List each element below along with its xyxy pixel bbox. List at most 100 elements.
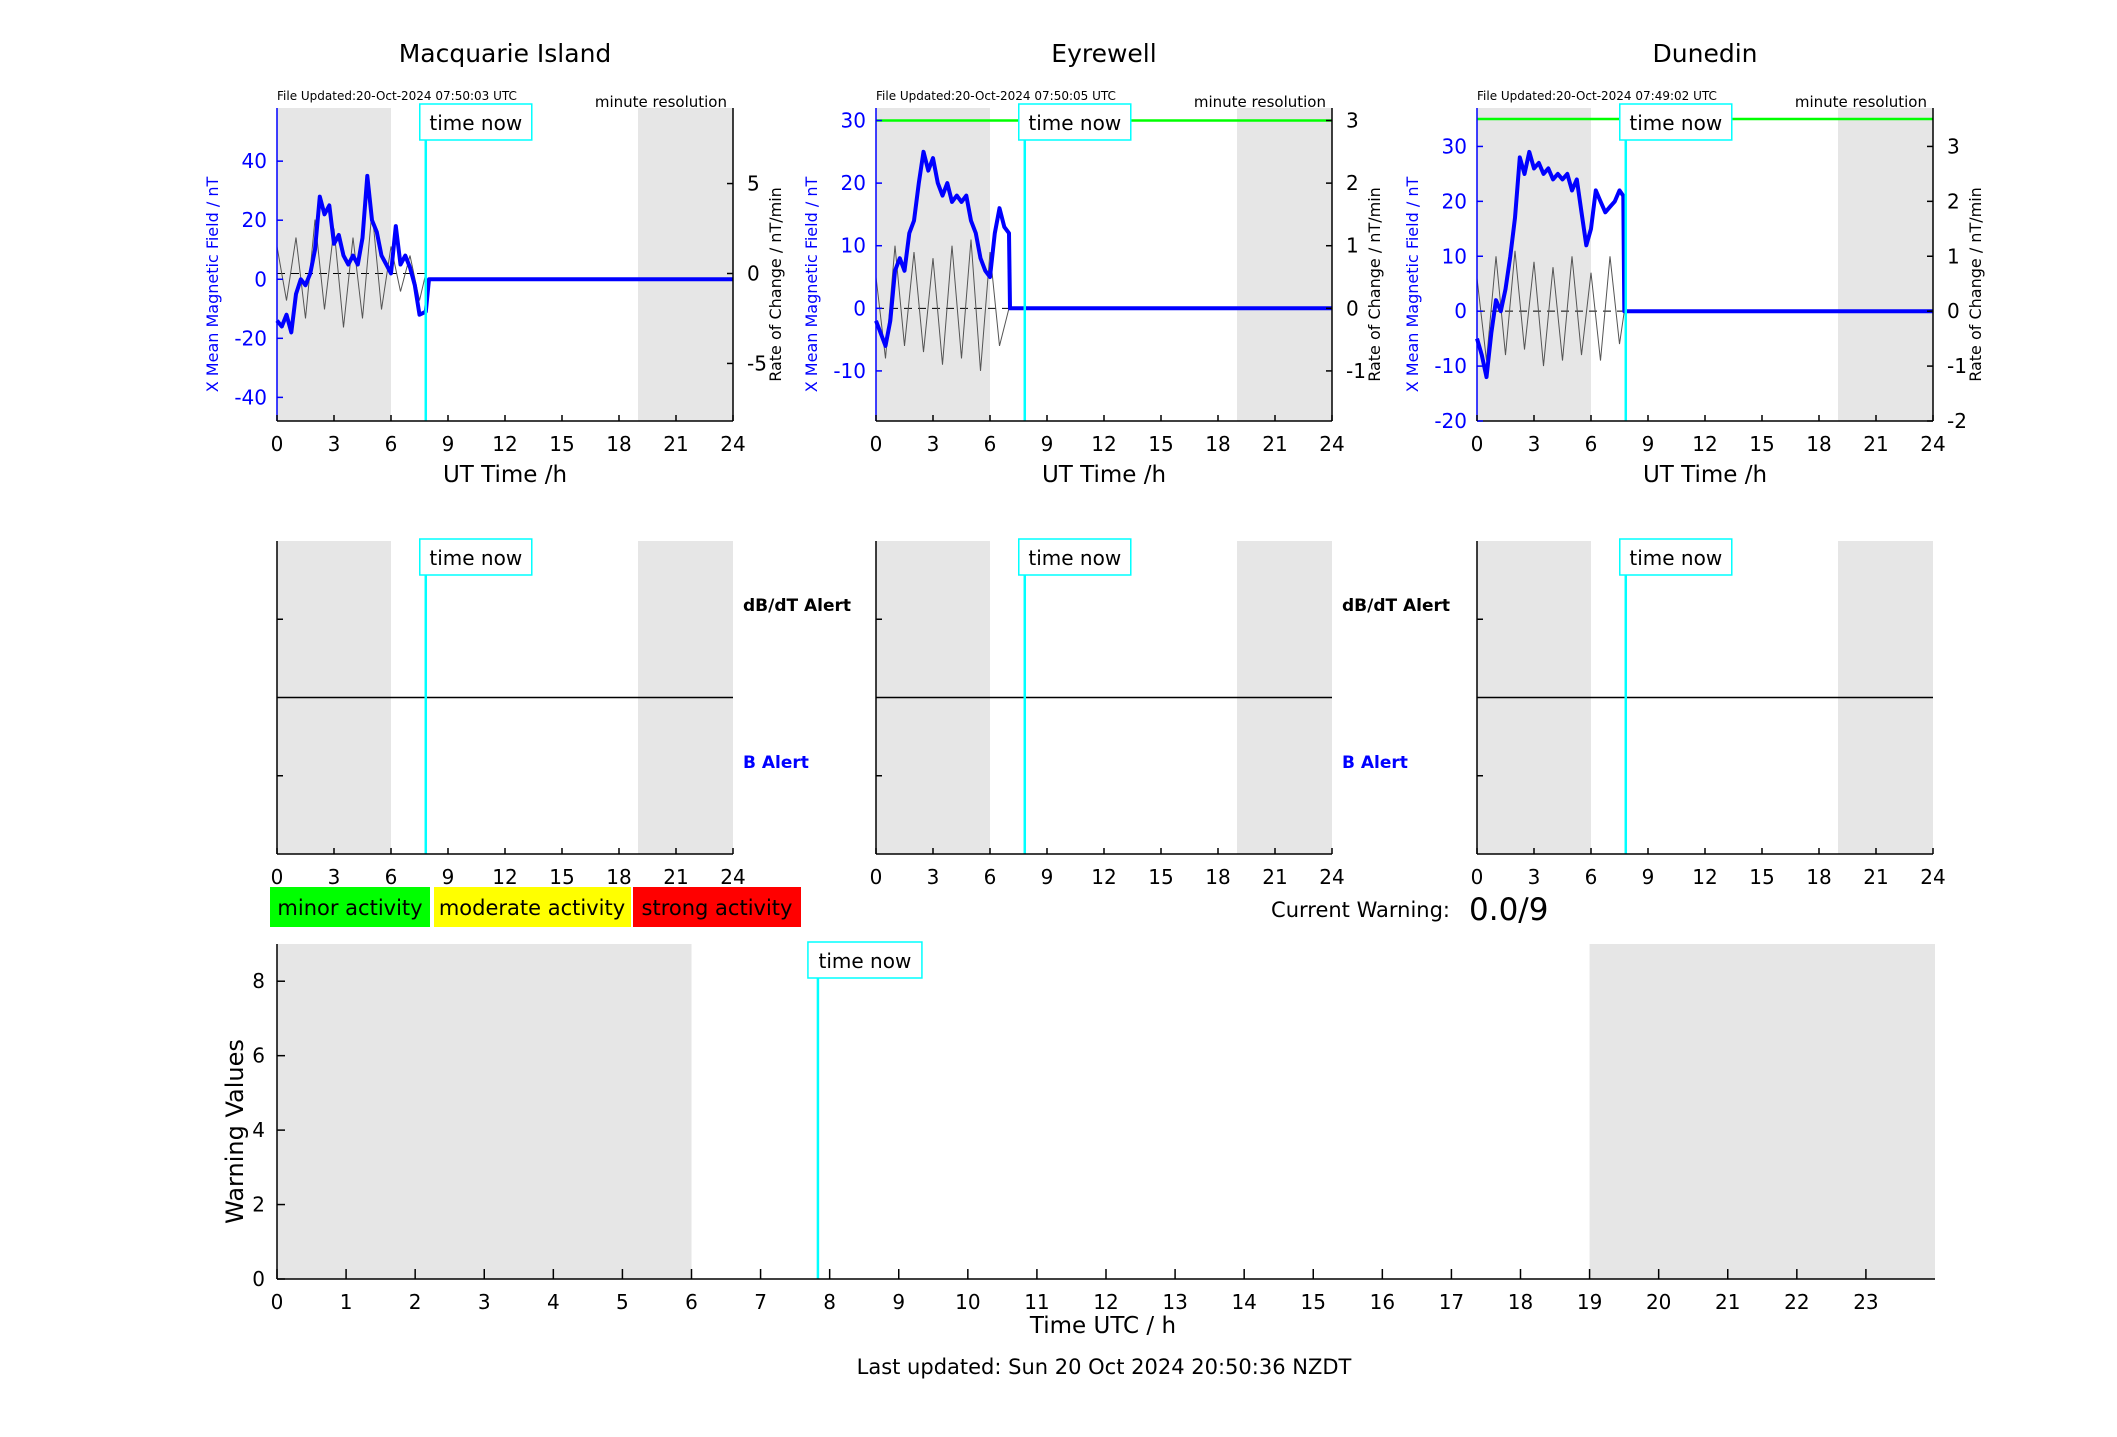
x-tick-label: 0 xyxy=(870,432,883,456)
warning-y-tick-label: 2 xyxy=(252,1193,265,1217)
x-tick-label: 15 xyxy=(549,432,574,456)
x-tick-label: 21 xyxy=(1262,432,1287,456)
x-tick-label: 12 xyxy=(492,432,517,456)
y-tick-label-left: 20 xyxy=(242,208,267,232)
y-tick-label-right: -2 xyxy=(1947,409,1967,433)
legend-minor-swatch xyxy=(270,887,430,927)
warning-x-tick-label: 9 xyxy=(892,1290,905,1314)
night-shade xyxy=(638,108,733,421)
y-tick-label-right: 1 xyxy=(1947,244,1960,268)
alert-time-now-label: time now xyxy=(1629,546,1722,570)
alert-time-now-box xyxy=(1018,538,1132,576)
x-axis-label: UT Time /h xyxy=(1042,462,1166,488)
x-tick-label: 21 xyxy=(663,432,688,456)
legend-strong-swatch xyxy=(633,887,801,927)
warning-x-tick-label: 5 xyxy=(616,1290,629,1314)
warning-x-tick-label: 23 xyxy=(1853,1290,1878,1314)
x-axis-label: UT Time /h xyxy=(1643,462,1767,488)
alert-x-tick-label: 24 xyxy=(720,865,745,889)
alert-x-tick-label: 15 xyxy=(1749,865,1774,889)
x-tick-label: 15 xyxy=(1148,432,1173,456)
warning-time-now-label: time now xyxy=(819,949,912,973)
file-updated-text: File Updated:20-Oct-2024 07:49:02 UTC xyxy=(1477,89,1717,103)
alert-x-tick-label: 0 xyxy=(870,865,883,889)
warning-y-tick-label: 4 xyxy=(252,1118,265,1142)
y-axis-label-right: Rate of Change / nT/min xyxy=(1966,187,1985,382)
warning-y-axis-label: Warning Values xyxy=(221,1039,249,1224)
alert-x-tick-label: 18 xyxy=(606,865,631,889)
resolution-text: minute resolution xyxy=(595,93,727,111)
x-tick-label: 9 xyxy=(442,432,455,456)
y-axis-label-right: Rate of Change / nT/min xyxy=(766,187,785,382)
alert-x-tick-label: 3 xyxy=(927,865,940,889)
y-tick-label-right: 0 xyxy=(1947,299,1960,323)
x-tick-label: 6 xyxy=(1585,432,1598,456)
y-tick-label-right: 2 xyxy=(1346,171,1359,195)
warning-x-tick-label: 16 xyxy=(1370,1290,1395,1314)
rate-of-change-line xyxy=(875,239,1010,371)
warning-x-tick-label: 0 xyxy=(271,1290,284,1314)
x-tick-label: 9 xyxy=(1642,432,1655,456)
warning-x-tick-label: 1 xyxy=(340,1290,353,1314)
y-axis-label-left: X Mean Magnetic Field / nT xyxy=(802,177,821,393)
y-tick-label-right: 3 xyxy=(1346,109,1359,133)
station-panel-2: Eyrewell File Updated:20-Oct-2024 07:50:0… xyxy=(802,39,1450,889)
magnetic-field-line xyxy=(874,149,1332,348)
alert-x-tick-label: 15 xyxy=(1148,865,1173,889)
warning-x-tick-label: 17 xyxy=(1439,1290,1464,1314)
y-tick-label-left: 30 xyxy=(841,109,866,133)
dbdt-alert-label: dB/dT Alert xyxy=(743,596,851,616)
warning-x-tick-label: 22 xyxy=(1784,1290,1809,1314)
warning-x-tick-label: 7 xyxy=(754,1290,767,1314)
warning-night-shade xyxy=(1589,944,1935,1279)
warning-x-tick-label: 20 xyxy=(1646,1290,1671,1314)
time-now-label: time now xyxy=(1028,111,1121,135)
warning-x-axis-label: Time UTC / h xyxy=(1029,1313,1176,1339)
alert-x-tick-label: 15 xyxy=(549,865,574,889)
warning-time-now-box xyxy=(807,941,923,979)
b-alert-label: B Alert xyxy=(1342,753,1408,773)
station-title: Eyrewell xyxy=(1051,39,1156,68)
alert-x-tick-label: 9 xyxy=(1041,865,1054,889)
magnetic-field-line xyxy=(1475,149,1933,380)
y-tick-label-left: 40 xyxy=(242,149,267,173)
activity-legend: minor activity moderate activity strong … xyxy=(270,887,801,927)
y-tick-label-left: 10 xyxy=(1442,244,1467,268)
time-now-box xyxy=(419,103,533,141)
night-shade xyxy=(1237,108,1332,421)
x-tick-label: 9 xyxy=(1041,432,1054,456)
night-shade xyxy=(1838,108,1933,421)
alert-x-tick-label: 24 xyxy=(1920,865,1945,889)
file-updated-text: File Updated:20-Oct-2024 07:50:03 UTC xyxy=(277,89,517,103)
warning-x-tick-label: 14 xyxy=(1231,1290,1256,1314)
station-title: Dunedin xyxy=(1653,39,1758,68)
warning-x-tick-label: 11 xyxy=(1024,1290,1049,1314)
x-tick-label: 12 xyxy=(1091,432,1116,456)
last-updated: Last updated: Sun 20 Oct 2024 20:50:36 N… xyxy=(857,1355,1352,1379)
warning-x-tick-label: 6 xyxy=(685,1290,698,1314)
x-tick-label: 18 xyxy=(1806,432,1831,456)
time-now-box xyxy=(1018,103,1132,141)
x-tick-label: 12 xyxy=(1692,432,1717,456)
warning-y-tick-label: 0 xyxy=(252,1267,265,1291)
station-panel-1: Macquarie Island File Updated:20-Oct-2024… xyxy=(203,39,851,889)
alert-x-tick-label: 24 xyxy=(1319,865,1344,889)
x-axis-label: UT Time /h xyxy=(443,462,567,488)
x-tick-label: 6 xyxy=(984,432,997,456)
alert-x-tick-label: 3 xyxy=(328,865,341,889)
warning-night-shade xyxy=(277,944,692,1279)
warning-x-tick-label: 21 xyxy=(1715,1290,1740,1314)
time-now-label: time now xyxy=(429,111,522,135)
y-tick-label-left: -40 xyxy=(234,385,267,409)
station-panels: Macquarie Island File Updated:20-Oct-2024… xyxy=(203,39,1985,889)
x-tick-label: 3 xyxy=(927,432,940,456)
y-tick-label-right: 5 xyxy=(747,172,760,196)
x-tick-label: 0 xyxy=(271,432,284,456)
y-tick-label-left: 20 xyxy=(1442,189,1467,213)
alert-x-tick-label: 12 xyxy=(492,865,517,889)
legend-strong-label: strong activity xyxy=(642,896,793,920)
x-tick-label: 3 xyxy=(1528,432,1541,456)
y-tick-label-right: 0 xyxy=(1346,296,1359,320)
warning-x-tick-label: 2 xyxy=(409,1290,422,1314)
